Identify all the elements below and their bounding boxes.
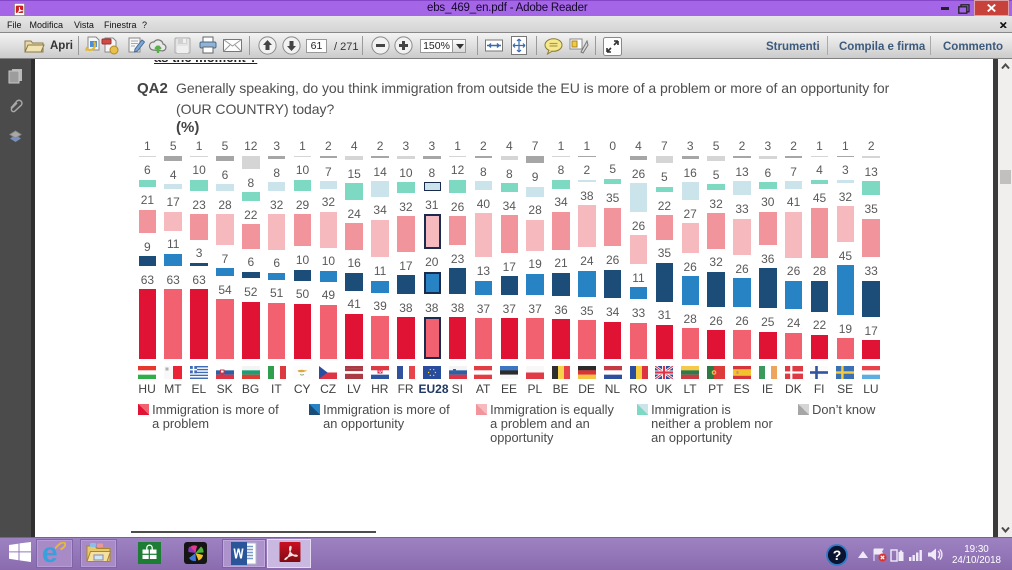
- svg-text:?: ?: [833, 547, 842, 563]
